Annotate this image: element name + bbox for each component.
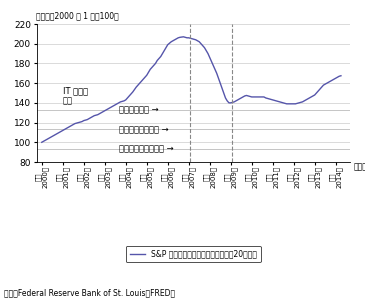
Text: パリバ・ショック →: パリバ・ショック → [119,125,169,134]
Text: （指数、2000 年 1 月＝100）: （指数、2000 年 1 月＝100） [36,11,119,20]
Text: リーマン・ショック →: リーマン・ショック → [119,145,174,154]
Text: IT バブル
崩壊: IT バブル 崩壊 [63,86,88,106]
Text: （年月）: （年月） [354,162,365,171]
Text: 上海ショック →: 上海ショック → [119,105,159,114]
Text: 資料：Federal Reserve Bank of St. Louis』FRED『: 資料：Federal Reserve Bank of St. Louis』FRE… [4,288,175,297]
Legend: S&P ケース・シラー住宅価格指数（20都市）: S&P ケース・シラー住宅価格指数（20都市） [126,246,261,262]
